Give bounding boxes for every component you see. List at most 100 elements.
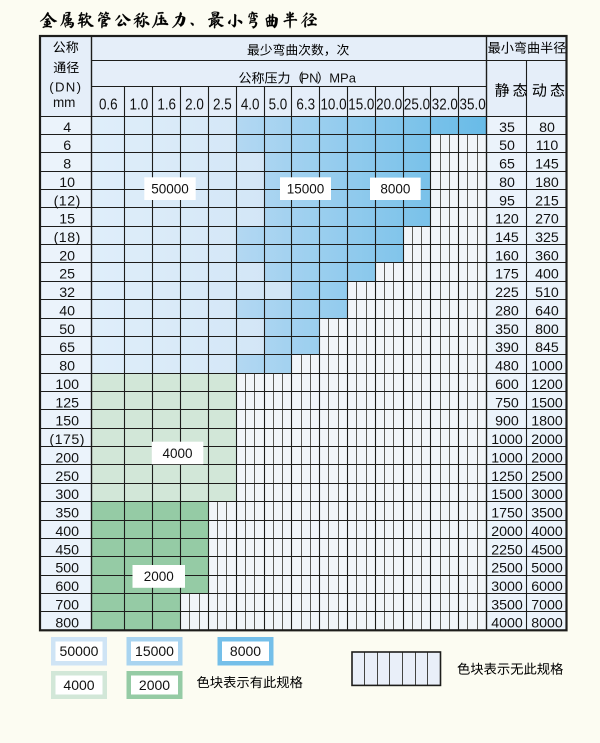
svg-text:80: 80 — [499, 175, 515, 191]
svg-text:6000: 6000 — [531, 579, 563, 595]
svg-text:25.0: 25.0 — [404, 97, 430, 114]
svg-text:180: 180 — [535, 175, 559, 191]
svg-text:480: 480 — [495, 359, 519, 375]
svg-text:MPa: MPa — [329, 71, 357, 86]
svg-text:6.3: 6.3 — [296, 97, 315, 114]
svg-text:4000: 4000 — [63, 677, 94, 693]
svg-text:1.6: 1.6 — [157, 97, 176, 114]
svg-text:390: 390 — [495, 340, 519, 356]
svg-text:50: 50 — [499, 138, 515, 154]
svg-text:25: 25 — [59, 267, 75, 283]
svg-text:PN: PN — [301, 71, 319, 86]
svg-text:35.0: 35.0 — [460, 97, 486, 114]
svg-text:35: 35 — [499, 120, 515, 136]
svg-text:1750: 1750 — [491, 506, 523, 522]
svg-text:280: 280 — [495, 304, 519, 320]
svg-text:20: 20 — [59, 248, 75, 264]
svg-text:270: 270 — [535, 212, 559, 228]
svg-text:145: 145 — [495, 230, 519, 246]
svg-text:4500: 4500 — [531, 542, 563, 558]
svg-text:400: 400 — [535, 267, 559, 283]
svg-text:4.0: 4.0 — [241, 97, 260, 114]
svg-text:160: 160 — [495, 248, 519, 264]
svg-text:400: 400 — [55, 524, 79, 540]
svg-text:8: 8 — [63, 157, 71, 173]
svg-text:2.0: 2.0 — [185, 97, 204, 114]
svg-text:2500: 2500 — [491, 561, 523, 577]
svg-text:700: 700 — [55, 597, 79, 613]
svg-text:(12): (12) — [54, 193, 81, 209]
svg-text:200: 200 — [55, 450, 79, 466]
svg-text:32: 32 — [59, 285, 75, 301]
svg-text:360: 360 — [535, 248, 559, 264]
svg-text:(175): (175) — [49, 432, 85, 448]
svg-text:100: 100 — [55, 377, 79, 393]
svg-text:510: 510 — [535, 285, 559, 301]
svg-text:800: 800 — [535, 322, 559, 338]
svg-text:mm: mm — [53, 95, 76, 110]
svg-text:450: 450 — [55, 542, 79, 558]
svg-text:900: 900 — [495, 414, 519, 430]
svg-text:15000: 15000 — [135, 643, 174, 659]
svg-text:80: 80 — [59, 359, 75, 375]
svg-text:300: 300 — [55, 487, 79, 503]
svg-text:2000: 2000 — [491, 524, 523, 540]
svg-text:640: 640 — [535, 304, 559, 320]
svg-text:15.0: 15.0 — [348, 97, 374, 114]
svg-text:110: 110 — [536, 138, 559, 154]
svg-text:2500: 2500 — [531, 469, 563, 485]
svg-text:145: 145 — [535, 157, 559, 173]
svg-text:250: 250 — [55, 469, 79, 485]
svg-text:1200: 1200 — [531, 377, 563, 393]
svg-text:325: 325 — [535, 230, 559, 246]
svg-text:15: 15 — [59, 212, 75, 228]
svg-text:65: 65 — [59, 340, 75, 356]
svg-text:4000: 4000 — [491, 616, 523, 632]
svg-text:1.0: 1.0 — [130, 97, 149, 114]
svg-text:600: 600 — [495, 377, 519, 393]
svg-text:3500: 3500 — [531, 506, 563, 522]
svg-text:1800: 1800 — [531, 414, 563, 430]
svg-text:32.0: 32.0 — [432, 97, 458, 114]
svg-text:50: 50 — [59, 322, 75, 338]
svg-text:2250: 2250 — [491, 542, 523, 558]
svg-text:8000: 8000 — [531, 616, 563, 632]
svg-text:150: 150 — [55, 414, 79, 430]
svg-text:10.0: 10.0 — [320, 97, 346, 114]
svg-text:500: 500 — [55, 561, 79, 577]
svg-text:2000: 2000 — [144, 569, 174, 584]
svg-text:95: 95 — [499, 193, 515, 209]
svg-text:800: 800 — [55, 616, 79, 632]
svg-text:175: 175 — [495, 267, 519, 283]
svg-text:215: 215 — [535, 193, 559, 209]
svg-text:65: 65 — [499, 157, 515, 173]
svg-text:225: 225 — [495, 285, 519, 301]
svg-text:(18): (18) — [54, 230, 81, 246]
svg-text:1000: 1000 — [491, 432, 523, 448]
svg-text:120: 120 — [495, 212, 519, 228]
svg-text:1000: 1000 — [491, 450, 523, 466]
svg-text:1250: 1250 — [491, 469, 523, 485]
svg-text:3500: 3500 — [491, 597, 523, 613]
svg-text:125: 125 — [55, 395, 79, 411]
svg-text:2.5: 2.5 — [213, 97, 232, 114]
svg-text:2000: 2000 — [531, 450, 563, 466]
svg-text:3000: 3000 — [491, 579, 523, 595]
svg-text:5000: 5000 — [531, 561, 563, 577]
svg-text:(DN): (DN) — [49, 80, 82, 95]
svg-text:40: 40 — [59, 304, 75, 320]
svg-text:20.0: 20.0 — [376, 97, 402, 114]
svg-text:600: 600 — [55, 579, 79, 595]
svg-text:750: 750 — [495, 395, 519, 411]
svg-text:4000: 4000 — [531, 524, 563, 540]
svg-text:2000: 2000 — [531, 432, 563, 448]
svg-text:4000: 4000 — [162, 446, 192, 461]
svg-text:7000: 7000 — [531, 597, 563, 613]
svg-text:350: 350 — [55, 506, 79, 522]
svg-text:845: 845 — [535, 340, 559, 356]
svg-text:10: 10 — [59, 175, 75, 191]
svg-text:1500: 1500 — [531, 395, 563, 411]
svg-text:1500: 1500 — [491, 487, 523, 503]
svg-text:4: 4 — [63, 120, 71, 136]
svg-text:5.0: 5.0 — [269, 97, 288, 114]
